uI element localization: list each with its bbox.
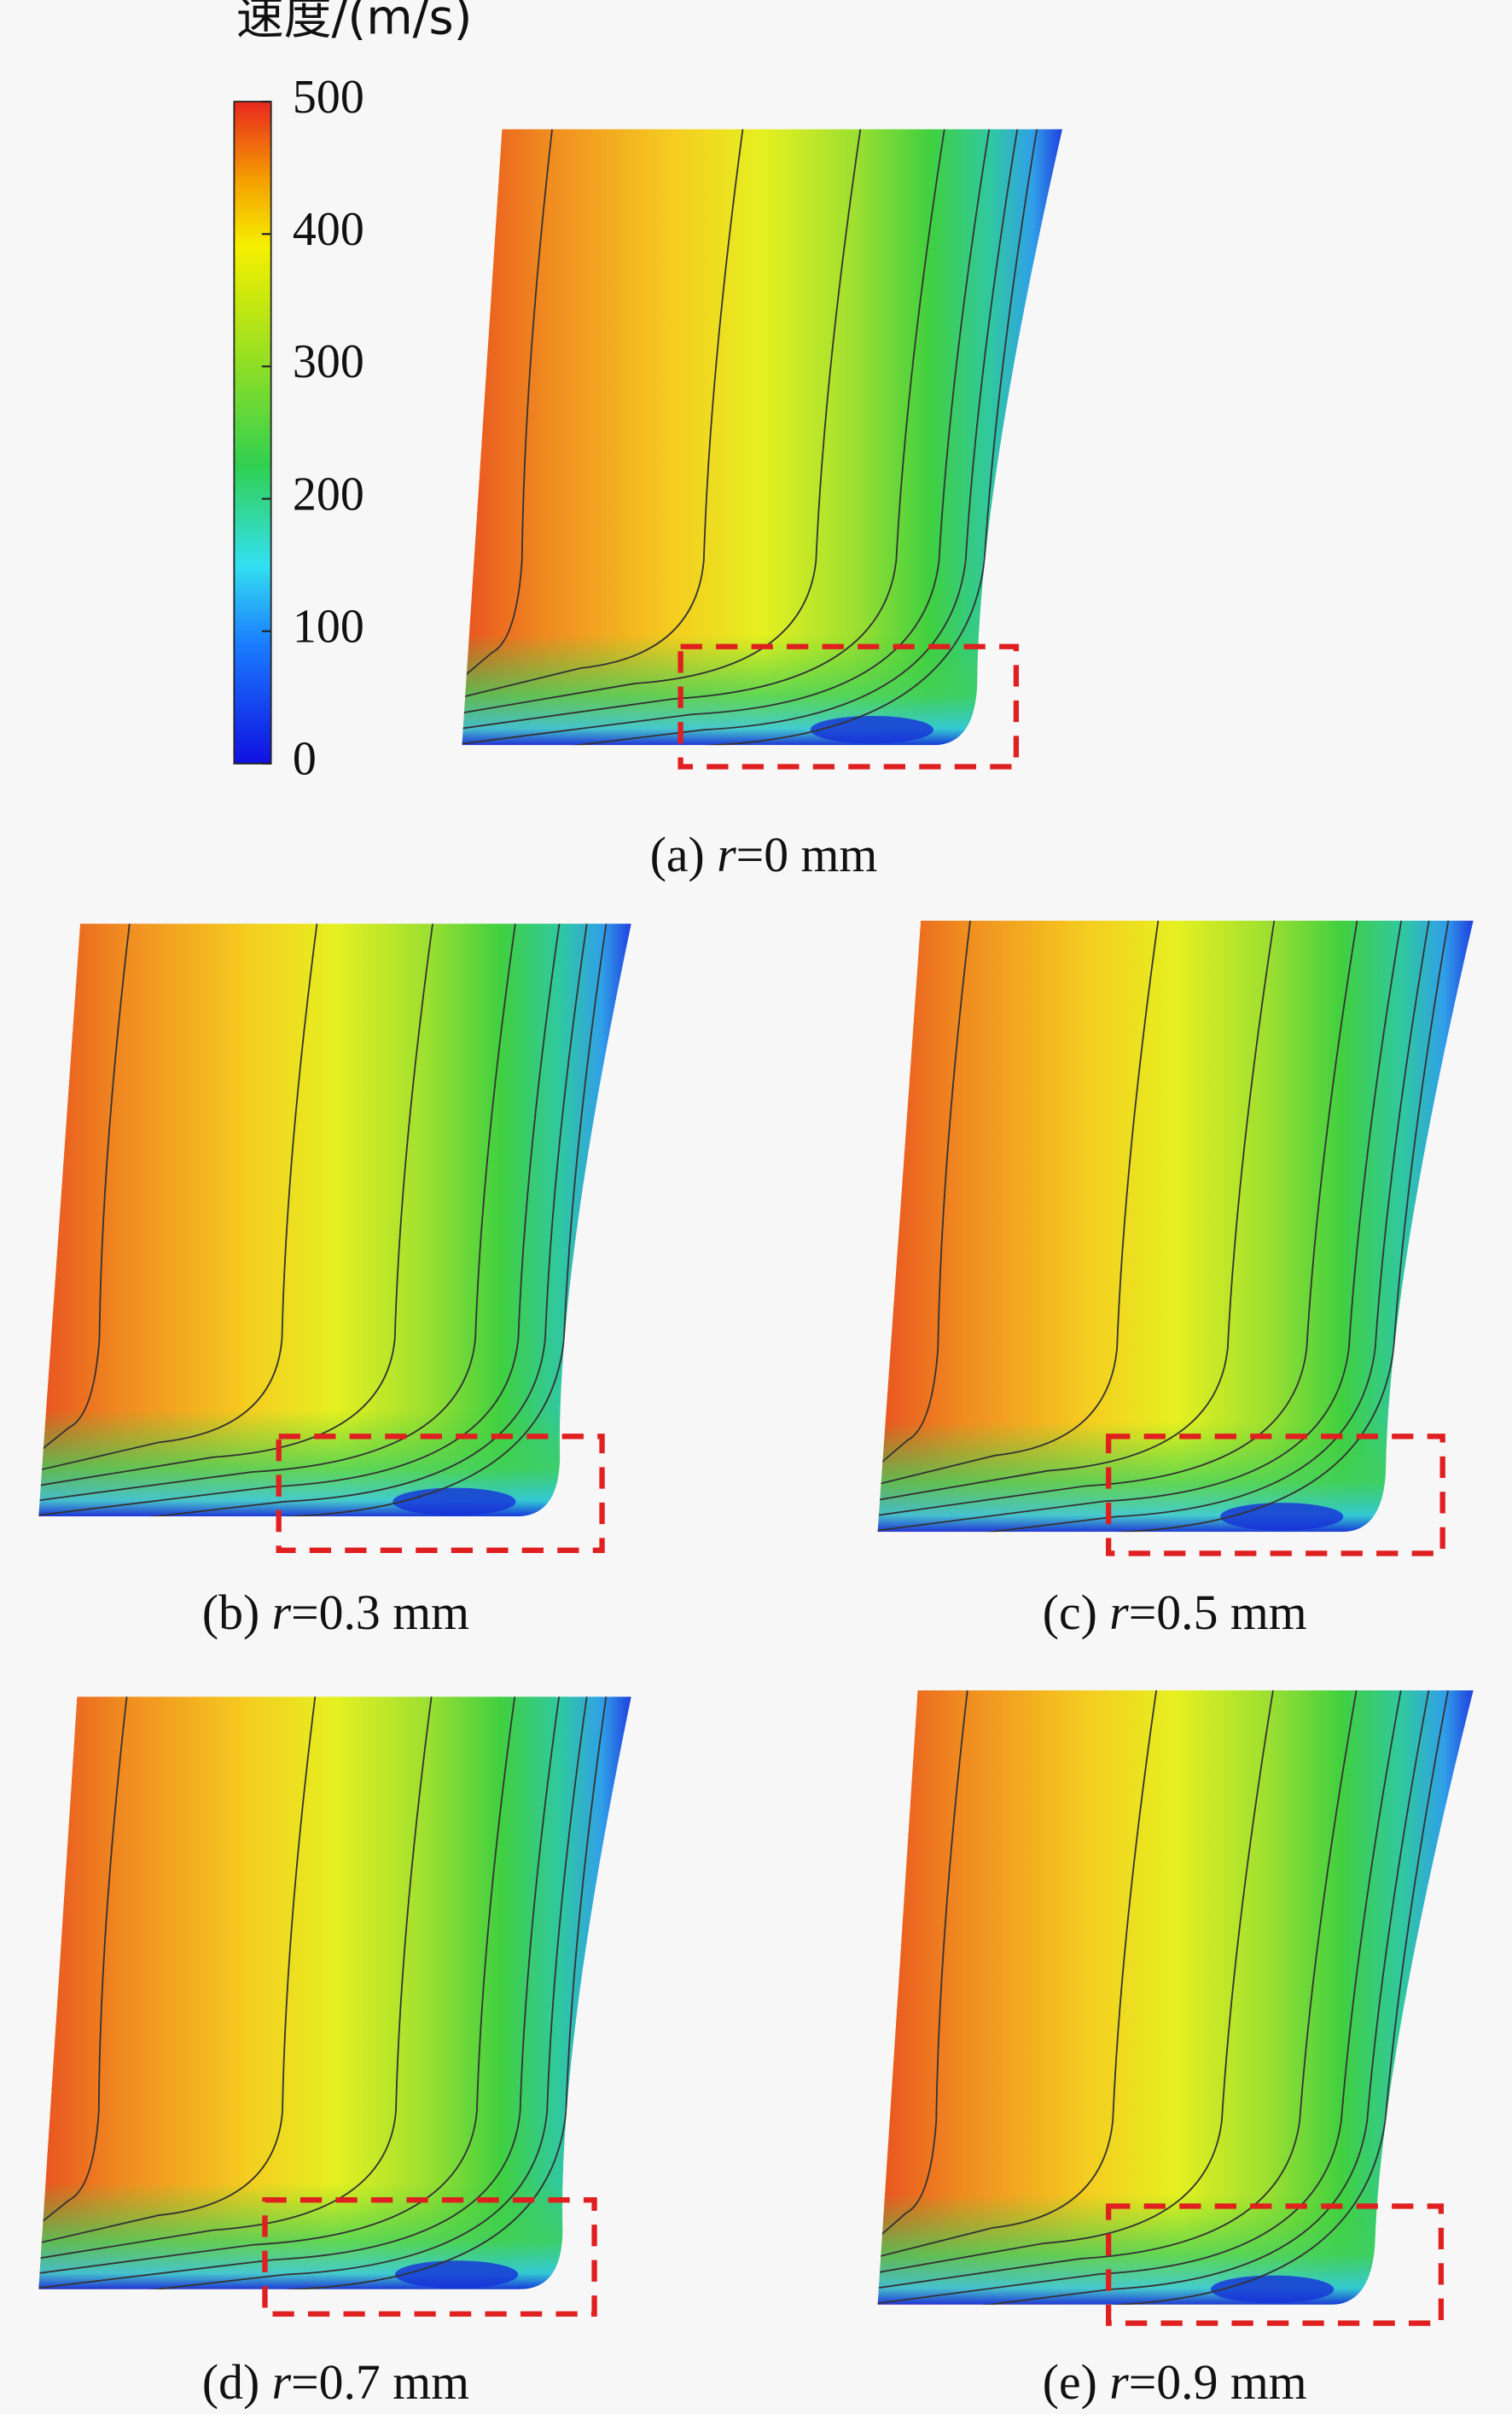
caption-suffix: =0.5 mm [1129,1586,1307,1640]
caption-prefix: (c) [1043,1586,1109,1640]
panel-caption: (b) r=0.3 mm [202,1586,469,1640]
contour-line [38,923,434,1488]
caption-suffix: =0.7 mm [291,2356,469,2410]
contour-line [462,129,554,684]
highlight-box [677,643,1020,770]
velocity-field [877,1690,1474,2305]
contour-line [877,1690,1403,2305]
contour-line [462,129,946,731]
contour-line [877,920,1160,1487]
caption-suffix: =0 mm [736,829,878,882]
contour-panel [877,920,1474,1533]
panel-caption: (d) r=0.7 mm [202,2356,469,2410]
highlight-box [262,2197,597,2317]
caption-prefix: (a) [650,829,718,882]
caption-variable: r [717,829,736,882]
colorbar-tick-label: 500 [293,71,364,124]
contour-line [462,129,1020,746]
contour-line [877,1690,1159,2260]
highlight-box [276,1434,605,1553]
contour-panel [38,1696,631,2289]
contour-line [462,129,992,746]
colorbar-label: 速度/(m/s) [236,0,473,46]
caption-variable: r [1109,2356,1129,2410]
contour-line [38,1696,129,2231]
panel-caption: (a) r=0 mm [650,829,878,882]
caption-variable: r [272,2356,292,2410]
contour-line [877,920,1359,1518]
colorbar-tick-label: 300 [293,335,364,388]
contour-line [38,923,319,1473]
contour-line [877,1690,1358,2290]
low-velocity-zone [810,715,934,744]
contour-panel [877,1690,1474,2305]
contour-line [877,920,972,1472]
highlight-box [1106,2203,1445,2326]
caption-prefix: (e) [1043,2356,1109,2410]
contour-line [877,920,1451,1533]
colorbar-tick-label: 100 [293,601,364,654]
contour-line [38,1696,589,2289]
contour-line [877,1690,1431,2305]
caption-prefix: (d) [202,2356,272,2410]
velocity-field [462,129,1063,746]
colorbar-tick-label: 400 [293,203,364,256]
contour-line [877,920,1431,1533]
contour-line [38,923,517,1503]
contour-line [462,129,745,700]
contour-line [877,920,1404,1533]
contour-panel [38,923,631,1517]
contour-line [38,923,561,1517]
contour-line [462,129,863,716]
contour-line [462,129,1039,746]
contour-line [38,923,608,1517]
contour-panel [462,129,1063,746]
contour-line [877,1690,969,2244]
contour-line [38,1696,517,2276]
contour-line [877,1690,1276,2275]
panel-caption: (e) r=0.9 mm [1043,2356,1307,2410]
caption-suffix: =0.9 mm [1129,2356,1307,2410]
low-velocity-zone [394,2260,519,2289]
colorbar-tick-label: 200 [293,468,364,521]
contour-line [38,1696,608,2289]
contour-line [38,923,131,1458]
colorbar [233,101,272,765]
contour-line [38,1696,317,2246]
caption-prefix: (b) [202,1586,272,1640]
velocity-field [38,923,631,1517]
caption-suffix: =0.3 mm [291,1586,469,1640]
caption-variable: r [272,1586,292,1640]
panel-caption: (c) r=0.5 mm [1043,1586,1307,1640]
contour-line [877,1690,1451,2305]
low-velocity-zone [1210,2275,1335,2304]
colorbar-tick-label: 0 [293,733,317,786]
highlight-box [1106,1434,1445,1556]
contour-line [38,1696,433,2261]
velocity-field [38,1696,631,2289]
contour-line [38,923,589,1517]
contour-line [38,1696,561,2289]
low-velocity-zone [1219,1503,1344,1531]
contour-line [877,920,1276,1503]
low-velocity-zone [393,1487,516,1516]
caption-variable: r [1109,1586,1129,1640]
velocity-field [877,920,1474,1533]
